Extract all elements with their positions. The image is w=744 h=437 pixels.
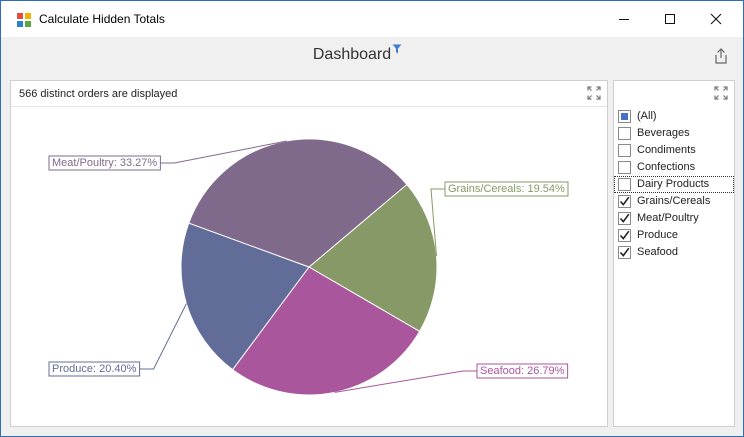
close-icon: [710, 13, 722, 25]
pie-slice[interactable]: [188, 138, 408, 268]
minimize-button[interactable]: [601, 1, 647, 37]
checkbox[interactable]: [618, 144, 631, 157]
checklist-item-label: Confections: [637, 161, 696, 173]
app-icon: [17, 13, 31, 27]
minimize-icon: [619, 19, 629, 20]
checklist-item-label: (All): [637, 110, 657, 122]
checkbox[interactable]: [618, 229, 631, 242]
checkmark-icon: [619, 213, 630, 223]
slice-label: Grains/Cereals: 19.54%: [448, 183, 565, 195]
maximize-window-button[interactable]: [647, 1, 693, 37]
leader-line: [160, 140, 287, 164]
close-button[interactable]: [693, 1, 739, 37]
checklist-item-label: Grains/Cereals: [637, 195, 711, 207]
slice-label: Meat/Poultry: 33.27%: [52, 157, 157, 169]
filter-caption-bar: [614, 81, 734, 107]
checklist-item[interactable]: Dairy Products: [614, 176, 734, 193]
checkbox[interactable]: [618, 127, 631, 140]
checklist-item[interactable]: Grains/Cereals: [614, 193, 734, 210]
checklist-item[interactable]: (All): [614, 108, 734, 125]
checklist-item[interactable]: Beverages: [614, 125, 734, 142]
checklist-item-label: Condiments: [637, 144, 696, 156]
checkmark-icon: [619, 196, 630, 206]
checklist-item[interactable]: Meat/Poultry: [614, 210, 734, 227]
checklist-item-label: Seafood: [637, 246, 678, 258]
checkbox[interactable]: [618, 195, 631, 208]
checkmark-icon: [619, 247, 630, 257]
checkbox[interactable]: [618, 212, 631, 225]
checkbox[interactable]: [618, 161, 631, 174]
slice-label: Produce: 20.40%: [52, 363, 137, 375]
checklist-item[interactable]: Confections: [614, 159, 734, 176]
filter-icon[interactable]: [392, 44, 402, 54]
checklist-item-label: Dairy Products: [637, 178, 710, 190]
window-title: Calculate Hidden Totals: [39, 12, 165, 26]
checkbox[interactable]: [618, 246, 631, 259]
checklist-item[interactable]: Condiments: [614, 142, 734, 159]
slice-label: Seafood: 26.79%: [480, 365, 565, 377]
pie-slice[interactable]: [308, 183, 438, 333]
chart-caption: 566 distinct orders are displayed: [19, 88, 178, 100]
leader-line: [139, 303, 187, 370]
filter-panel: (All) Beverages Condiments Confections Dairy…: [613, 80, 735, 427]
checklist-item-label: Meat/Poultry: [637, 212, 699, 224]
checkmark-icon: [619, 230, 630, 240]
chart-caption-bar: 566 distinct orders are displayed: [11, 81, 607, 107]
checklist-item[interactable]: Seafood: [614, 244, 734, 261]
leader-line: [334, 370, 477, 393]
dashboard-header: Dashboard: [2, 37, 742, 77]
title-bar: Calculate Hidden Totals: [1, 1, 743, 37]
checklist-item-label: Beverages: [637, 127, 690, 139]
pie-chart: Grains/Cereals: 19.54% Seafood: 26.79% Pro…: [48, 138, 569, 396]
dashboard-title: Dashboard: [312, 46, 392, 63]
pie-slice[interactable]: [231, 266, 421, 396]
checkbox[interactable]: [618, 110, 631, 123]
checklist-item[interactable]: Produce: [614, 227, 734, 244]
maximize-icon[interactable]: [714, 86, 728, 100]
checklist-item-label: Produce: [637, 229, 678, 241]
maximize-icon: [665, 14, 675, 24]
chart-panel: 566 distinct orders are displayed Grains…: [10, 80, 608, 427]
maximize-icon[interactable]: [587, 86, 601, 100]
checkbox[interactable]: [618, 178, 631, 191]
leader-line: [430, 188, 445, 256]
export-icon[interactable]: [712, 47, 730, 65]
